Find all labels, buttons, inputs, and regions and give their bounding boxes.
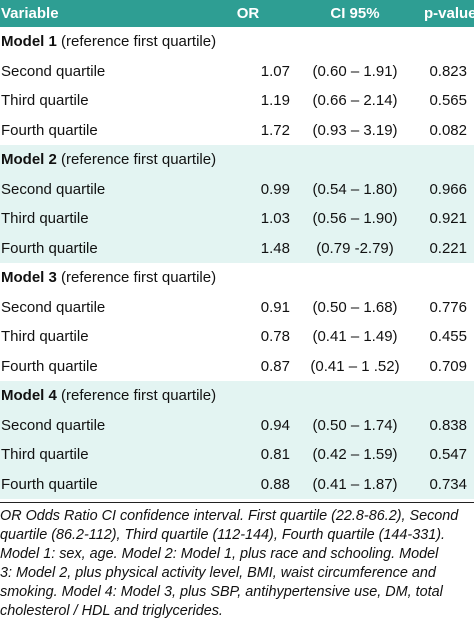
table-row: Second quartile 0.94 (0.50 – 1.74) 0.838 [0,410,474,440]
model-reference: (reference first quartile) [61,387,217,405]
table-row: Fourth quartile 1.72 (0.93 – 3.19) 0.082 [0,115,474,145]
table-footnote: OR Odds Ratio CI confidence interval. Fi… [0,502,474,621]
row-pvalue: 0.921 [429,210,467,228]
row-label: Third quartile [1,210,89,228]
model-2-group: Model 2 (reference first quartile) Secon… [0,145,474,263]
model-3-group: Model 3 (reference first quartile) Secon… [0,263,474,381]
model-reference: (reference first quartile) [61,33,217,51]
footnote-line: cholesterol / HDL and triglycerides. [0,603,223,619]
table-row: Second quartile 0.99 (0.54 – 1.80) 0.966 [0,174,474,204]
footnote-line: 3: Model 2, plus physical activity level… [0,565,436,581]
model-1-group: Model 1 (reference first quartile) Secon… [0,27,474,145]
row-pvalue: 0.966 [429,180,467,198]
footnote-line: smoking. Model 4: Model 3, plus SBP, ant… [0,584,443,600]
row-ci: (0.41 – 1.87) [312,475,398,493]
row-or: 0.94 [260,416,290,434]
model-name: Model 4 [1,387,57,405]
row-label: Fourth quartile [1,475,98,493]
row-label: Second quartile [1,416,106,434]
footnote-line: OR Odds Ratio CI confidence interval. Fi… [0,508,459,524]
model-2-heading: Model 2 (reference first quartile) [0,145,474,175]
row-ci: (0.50 – 1.74) [312,416,398,434]
row-ci: (0.56 – 1.90) [312,210,398,228]
model-4-heading: Model 4 (reference first quartile) [0,381,474,411]
table-row: Fourth quartile 0.88 (0.41 – 1.87) 0.734 [0,469,474,499]
model-heading-row: Model 2 (reference first quartile) [0,145,474,175]
footnote-line: Model 1: sex, age. Model 2: Model 1, plu… [0,546,439,562]
table-row: Third quartile 0.81 (0.42 – 1.59) 0.547 [0,440,474,470]
table-row: Third quartile 0.78 (0.41 – 1.49) 0.455 [0,322,474,352]
row-label: Fourth quartile [1,121,98,139]
row-label: Third quartile [1,446,89,464]
table-row: Fourth quartile 0.87 (0.41 – 1 .52) 0.70… [0,351,474,381]
table-row: Fourth quartile 1.48 (0.79 -2.79) 0.221 [0,233,474,263]
row-ci: (0.41 – 1.49) [312,328,398,346]
row-or: 1.19 [260,92,290,110]
row-ci: (0.50 – 1.68) [312,298,398,316]
row-pvalue: 0.838 [429,416,467,434]
model-name: Model 1 [1,33,57,51]
row-or: 0.78 [260,328,290,346]
table-row: Second quartile 1.07 (0.60 – 1.91) 0.823 [0,56,474,86]
header-ci: CI 95% [330,5,380,22]
model-name: Model 2 [1,151,57,169]
row-or: 0.91 [260,298,290,316]
row-ci: (0.79 -2.79) [316,239,394,257]
row-pvalue: 0.082 [429,121,467,139]
header-or: OR [236,5,260,22]
row-ci: (0.93 – 3.19) [312,121,398,139]
row-label: Second quartile [1,298,106,316]
row-or: 0.99 [260,180,290,198]
row-or: 0.88 [260,475,290,493]
row-ci: (0.41 – 1 .52) [310,357,400,375]
row-ci: (0.66 – 2.14) [312,92,398,110]
odds-ratio-table-container: Variable OR CI 95% p-value Model 1 (refe… [0,0,474,499]
model-name: Model 3 [1,269,57,287]
model-3-heading: Model 3 (reference first quartile) [0,263,474,293]
model-heading-row: Model 3 (reference first quartile) [0,263,474,293]
row-label: Fourth quartile [1,239,98,257]
model-reference: (reference first quartile) [61,151,217,169]
header-row: Variable OR CI 95% p-value [0,0,474,27]
header-variable: Variable [1,5,59,22]
row-or: 1.48 [260,239,290,257]
table-row: Second quartile 0.91 (0.50 – 1.68) 0.776 [0,292,474,322]
row-ci: (0.42 – 1.59) [312,446,398,464]
row-label: Second quartile [1,62,106,80]
row-or: 1.03 [260,210,290,228]
row-pvalue: 0.823 [429,62,467,80]
model-heading-row: Model 1 (reference first quartile) [0,27,474,57]
model-4-group: Model 4 (reference first quartile) Secon… [0,381,474,499]
row-pvalue: 0.547 [429,446,467,464]
model-1-heading: Model 1 (reference first quartile) [0,27,474,57]
row-or: 0.81 [260,446,290,464]
row-pvalue: 0.709 [429,357,467,375]
footnote-line: quartile (86.2-112), Third quartile (112… [0,527,446,543]
table-header: Variable OR CI 95% p-value [0,0,474,27]
row-or: 1.72 [260,121,290,139]
model-heading-row: Model 4 (reference first quartile) [0,381,474,411]
row-ci: (0.54 – 1.80) [312,180,398,198]
row-label: Fourth quartile [1,357,98,375]
row-or: 0.87 [260,357,290,375]
row-pvalue: 0.565 [429,92,467,110]
row-pvalue: 0.221 [429,239,467,257]
row-pvalue: 0.455 [429,328,467,346]
odds-ratio-table: Variable OR CI 95% p-value Model 1 (refe… [0,0,474,499]
row-pvalue: 0.776 [429,298,467,316]
row-label: Third quartile [1,92,89,110]
row-ci: (0.60 – 1.91) [312,62,398,80]
model-reference: (reference first quartile) [61,269,217,287]
row-or: 1.07 [260,62,290,80]
table-row: Third quartile 1.03 (0.56 – 1.90) 0.921 [0,204,474,234]
row-label: Third quartile [1,328,89,346]
row-pvalue: 0.734 [429,475,467,493]
row-label: Second quartile [1,180,106,198]
header-pvalue: p-value [424,5,474,22]
table-row: Third quartile 1.19 (0.66 – 2.14) 0.565 [0,86,474,116]
